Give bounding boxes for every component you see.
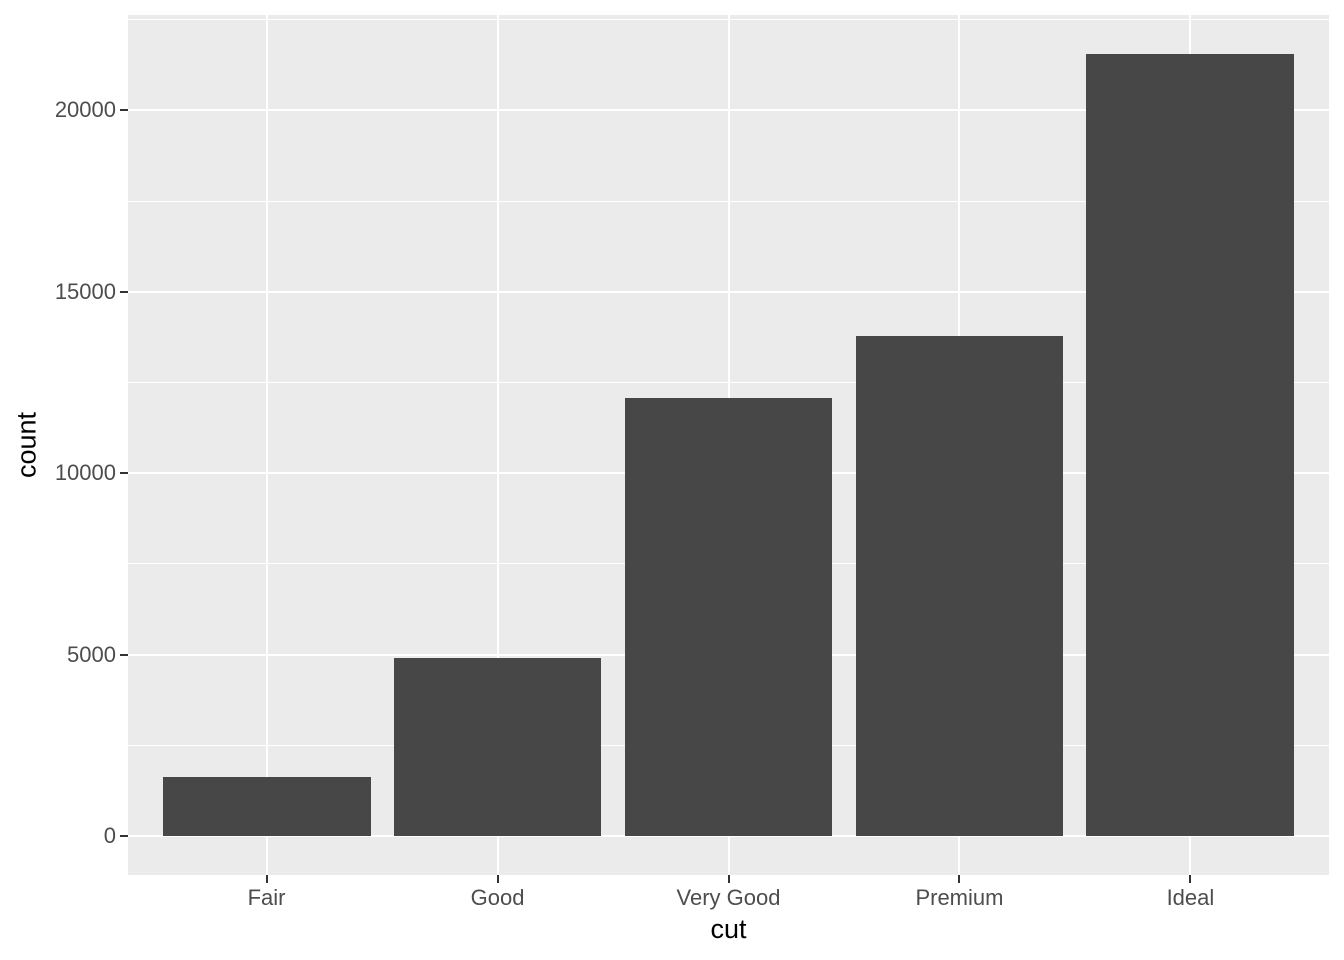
y-tick-mark [120,472,128,475]
y-tick-label: 0 [103,822,116,848]
x-tick-mark [265,875,268,883]
y-tick-label: 20000 [54,97,116,123]
x-axis-title: cut [710,914,747,944]
x-gridline-major [265,15,268,875]
x-tick-label-premium: Premium [915,885,1004,910]
bar-premium [855,335,1064,836]
x-tick-mark [958,875,961,883]
bar-very-good [624,397,833,836]
x-tick-mark [727,875,730,883]
y-tick-mark [120,834,128,837]
bar-good [393,657,602,836]
bar-ideal [1086,54,1295,836]
y-tick-mark [120,290,128,293]
y-tick-label: 15000 [54,278,116,304]
x-tick-mark [496,875,499,883]
y-tick-mark [120,109,128,112]
bar-fair [162,777,371,836]
x-tick-label-good: Good [470,885,525,910]
x-gridline-major [496,15,499,875]
y-tick-label: 10000 [54,460,116,486]
plot-panel [128,15,1329,875]
x-tick-mark [1189,875,1192,883]
y-tick-mark [120,653,128,656]
x-tick-label-very-good: Very Good [676,885,781,910]
y-tick-label: 5000 [67,641,116,667]
x-tick-label-fair: Fair [247,885,286,910]
x-tick-label-ideal: Ideal [1166,885,1215,910]
